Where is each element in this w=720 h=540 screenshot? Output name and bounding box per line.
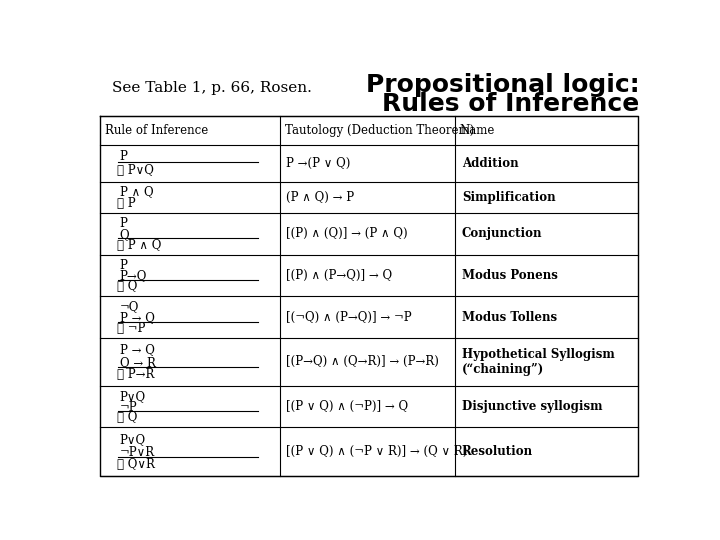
Text: Simplification: Simplification [462, 191, 555, 204]
Text: [(P) ∧ (Q)] → (P ∧ Q): [(P) ∧ (Q)] → (P ∧ Q) [286, 227, 408, 240]
Text: ∴ P∨Q: ∴ P∨Q [117, 164, 153, 177]
Text: Q: Q [120, 228, 129, 241]
Text: P∨Q: P∨Q [120, 390, 145, 403]
Text: ∴ Q: ∴ Q [117, 411, 137, 424]
Text: ∴ P→R: ∴ P→R [117, 368, 154, 381]
Text: Conjunction: Conjunction [462, 227, 542, 240]
Text: [(P ∨ Q) ∧ (¬P ∨ R)] → (Q ∨ R): [(P ∨ Q) ∧ (¬P ∨ R)] → (Q ∨ R) [286, 445, 467, 458]
Text: P: P [120, 217, 127, 230]
Text: [(¬Q) ∧ (P→Q)] → ¬P: [(¬Q) ∧ (P→Q)] → ¬P [286, 310, 411, 323]
Text: Modus Tollens: Modus Tollens [462, 310, 557, 323]
Text: P ∧ Q: P ∧ Q [120, 185, 153, 198]
Text: (P ∧ Q) → P: (P ∧ Q) → P [286, 191, 354, 204]
Text: P→Q: P→Q [120, 269, 147, 282]
Text: Disjunctive syllogism: Disjunctive syllogism [462, 400, 602, 413]
Text: P → Q: P → Q [120, 343, 155, 356]
Text: See Table 1, p. 66, Rosen.: See Table 1, p. 66, Rosen. [112, 82, 312, 96]
Text: Hypothetical Syllogism
(“chaining”): Hypothetical Syllogism (“chaining”) [462, 348, 614, 376]
Text: ¬P∨R: ¬P∨R [120, 446, 155, 458]
Text: [(P) ∧ (P→Q)] → Q: [(P) ∧ (P→Q)] → Q [286, 269, 392, 282]
Text: ¬P: ¬P [120, 401, 138, 414]
Text: Q → R: Q → R [120, 356, 156, 369]
Text: ∴ ¬P: ∴ ¬P [117, 322, 145, 335]
Text: ∴ Q∨R: ∴ Q∨R [117, 458, 155, 471]
Text: Addition: Addition [462, 157, 518, 170]
Text: P: P [120, 150, 127, 163]
Text: Rules of Inference: Rules of Inference [382, 92, 639, 116]
Text: Propositional logic:: Propositional logic: [366, 73, 639, 97]
Text: [(P→Q) ∧ (Q→R)] → (P→R): [(P→Q) ∧ (Q→R)] → (P→R) [286, 355, 438, 368]
Text: Rule of Inference: Rule of Inference [104, 124, 208, 137]
Text: Resolution: Resolution [462, 445, 533, 458]
Text: ¬Q: ¬Q [120, 300, 139, 313]
Text: P → Q: P → Q [120, 311, 155, 324]
Text: P →(P ∨ Q): P →(P ∨ Q) [286, 157, 350, 170]
Text: [(P ∨ Q) ∧ (¬P)] → Q: [(P ∨ Q) ∧ (¬P)] → Q [286, 400, 408, 413]
Text: ∴ P: ∴ P [117, 197, 135, 210]
Text: Tautology (Deduction Theorem): Tautology (Deduction Theorem) [284, 124, 474, 137]
Text: ∴ Q: ∴ Q [117, 280, 137, 293]
Text: Name: Name [459, 124, 495, 137]
Text: P∨Q: P∨Q [120, 433, 145, 446]
Text: Modus Ponens: Modus Ponens [462, 269, 557, 282]
Text: P: P [120, 259, 127, 272]
Text: ∴ P ∧ Q: ∴ P ∧ Q [117, 239, 161, 252]
